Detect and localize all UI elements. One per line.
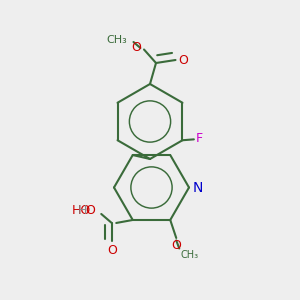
Text: N: N bbox=[193, 181, 203, 194]
Text: HO: HO bbox=[72, 205, 91, 218]
Text: O: O bbox=[131, 41, 141, 55]
Text: CH₃: CH₃ bbox=[181, 250, 199, 260]
Text: O: O bbox=[107, 244, 117, 257]
Text: O: O bbox=[178, 53, 188, 67]
Text: F: F bbox=[196, 132, 203, 145]
Text: CH₃: CH₃ bbox=[107, 35, 128, 46]
Text: O: O bbox=[171, 239, 181, 253]
Text: H: H bbox=[78, 205, 87, 218]
Text: O: O bbox=[85, 205, 95, 218]
